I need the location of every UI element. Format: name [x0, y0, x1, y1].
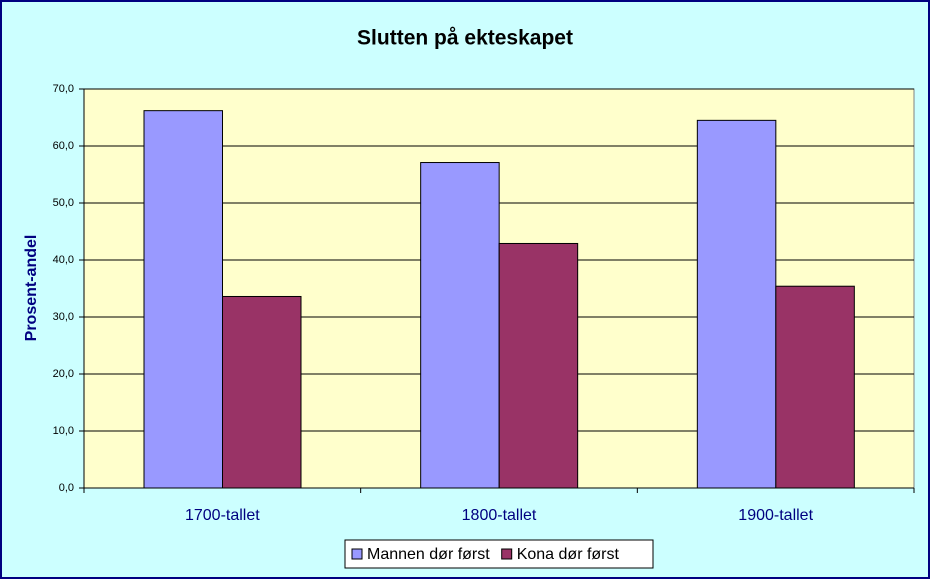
bar — [420, 162, 500, 489]
x-tick-label: 1900-tallet — [738, 507, 813, 524]
legend-swatch — [351, 548, 363, 560]
y-axis-label: Prosent-andel — [23, 235, 40, 342]
x-tick-label: 1800-tallet — [462, 507, 537, 524]
y-tick-label: 60,0 — [53, 140, 74, 152]
bar — [222, 295, 302, 489]
bar — [498, 242, 579, 489]
y-tick-label: 50,0 — [53, 197, 74, 209]
bar — [143, 110, 223, 489]
legend-swatch — [501, 548, 513, 560]
x-tick-label: 1700-tallet — [185, 507, 260, 524]
y-tick-label: 70,0 — [53, 83, 74, 95]
y-tick-label: 40,0 — [53, 254, 74, 266]
legend-label: Mannen dør først — [367, 546, 490, 563]
legend-label: Kona dør først — [517, 546, 620, 563]
chart-title: Slutten på ekteskapet — [357, 27, 573, 50]
legend — [344, 539, 654, 569]
bar — [696, 119, 777, 489]
y-tick-label: 0,0 — [59, 482, 74, 494]
y-tick-label: 20,0 — [53, 368, 74, 380]
bar — [775, 285, 855, 489]
y-tick-label: 30,0 — [53, 311, 74, 323]
y-tick-label: 10,0 — [53, 425, 74, 437]
